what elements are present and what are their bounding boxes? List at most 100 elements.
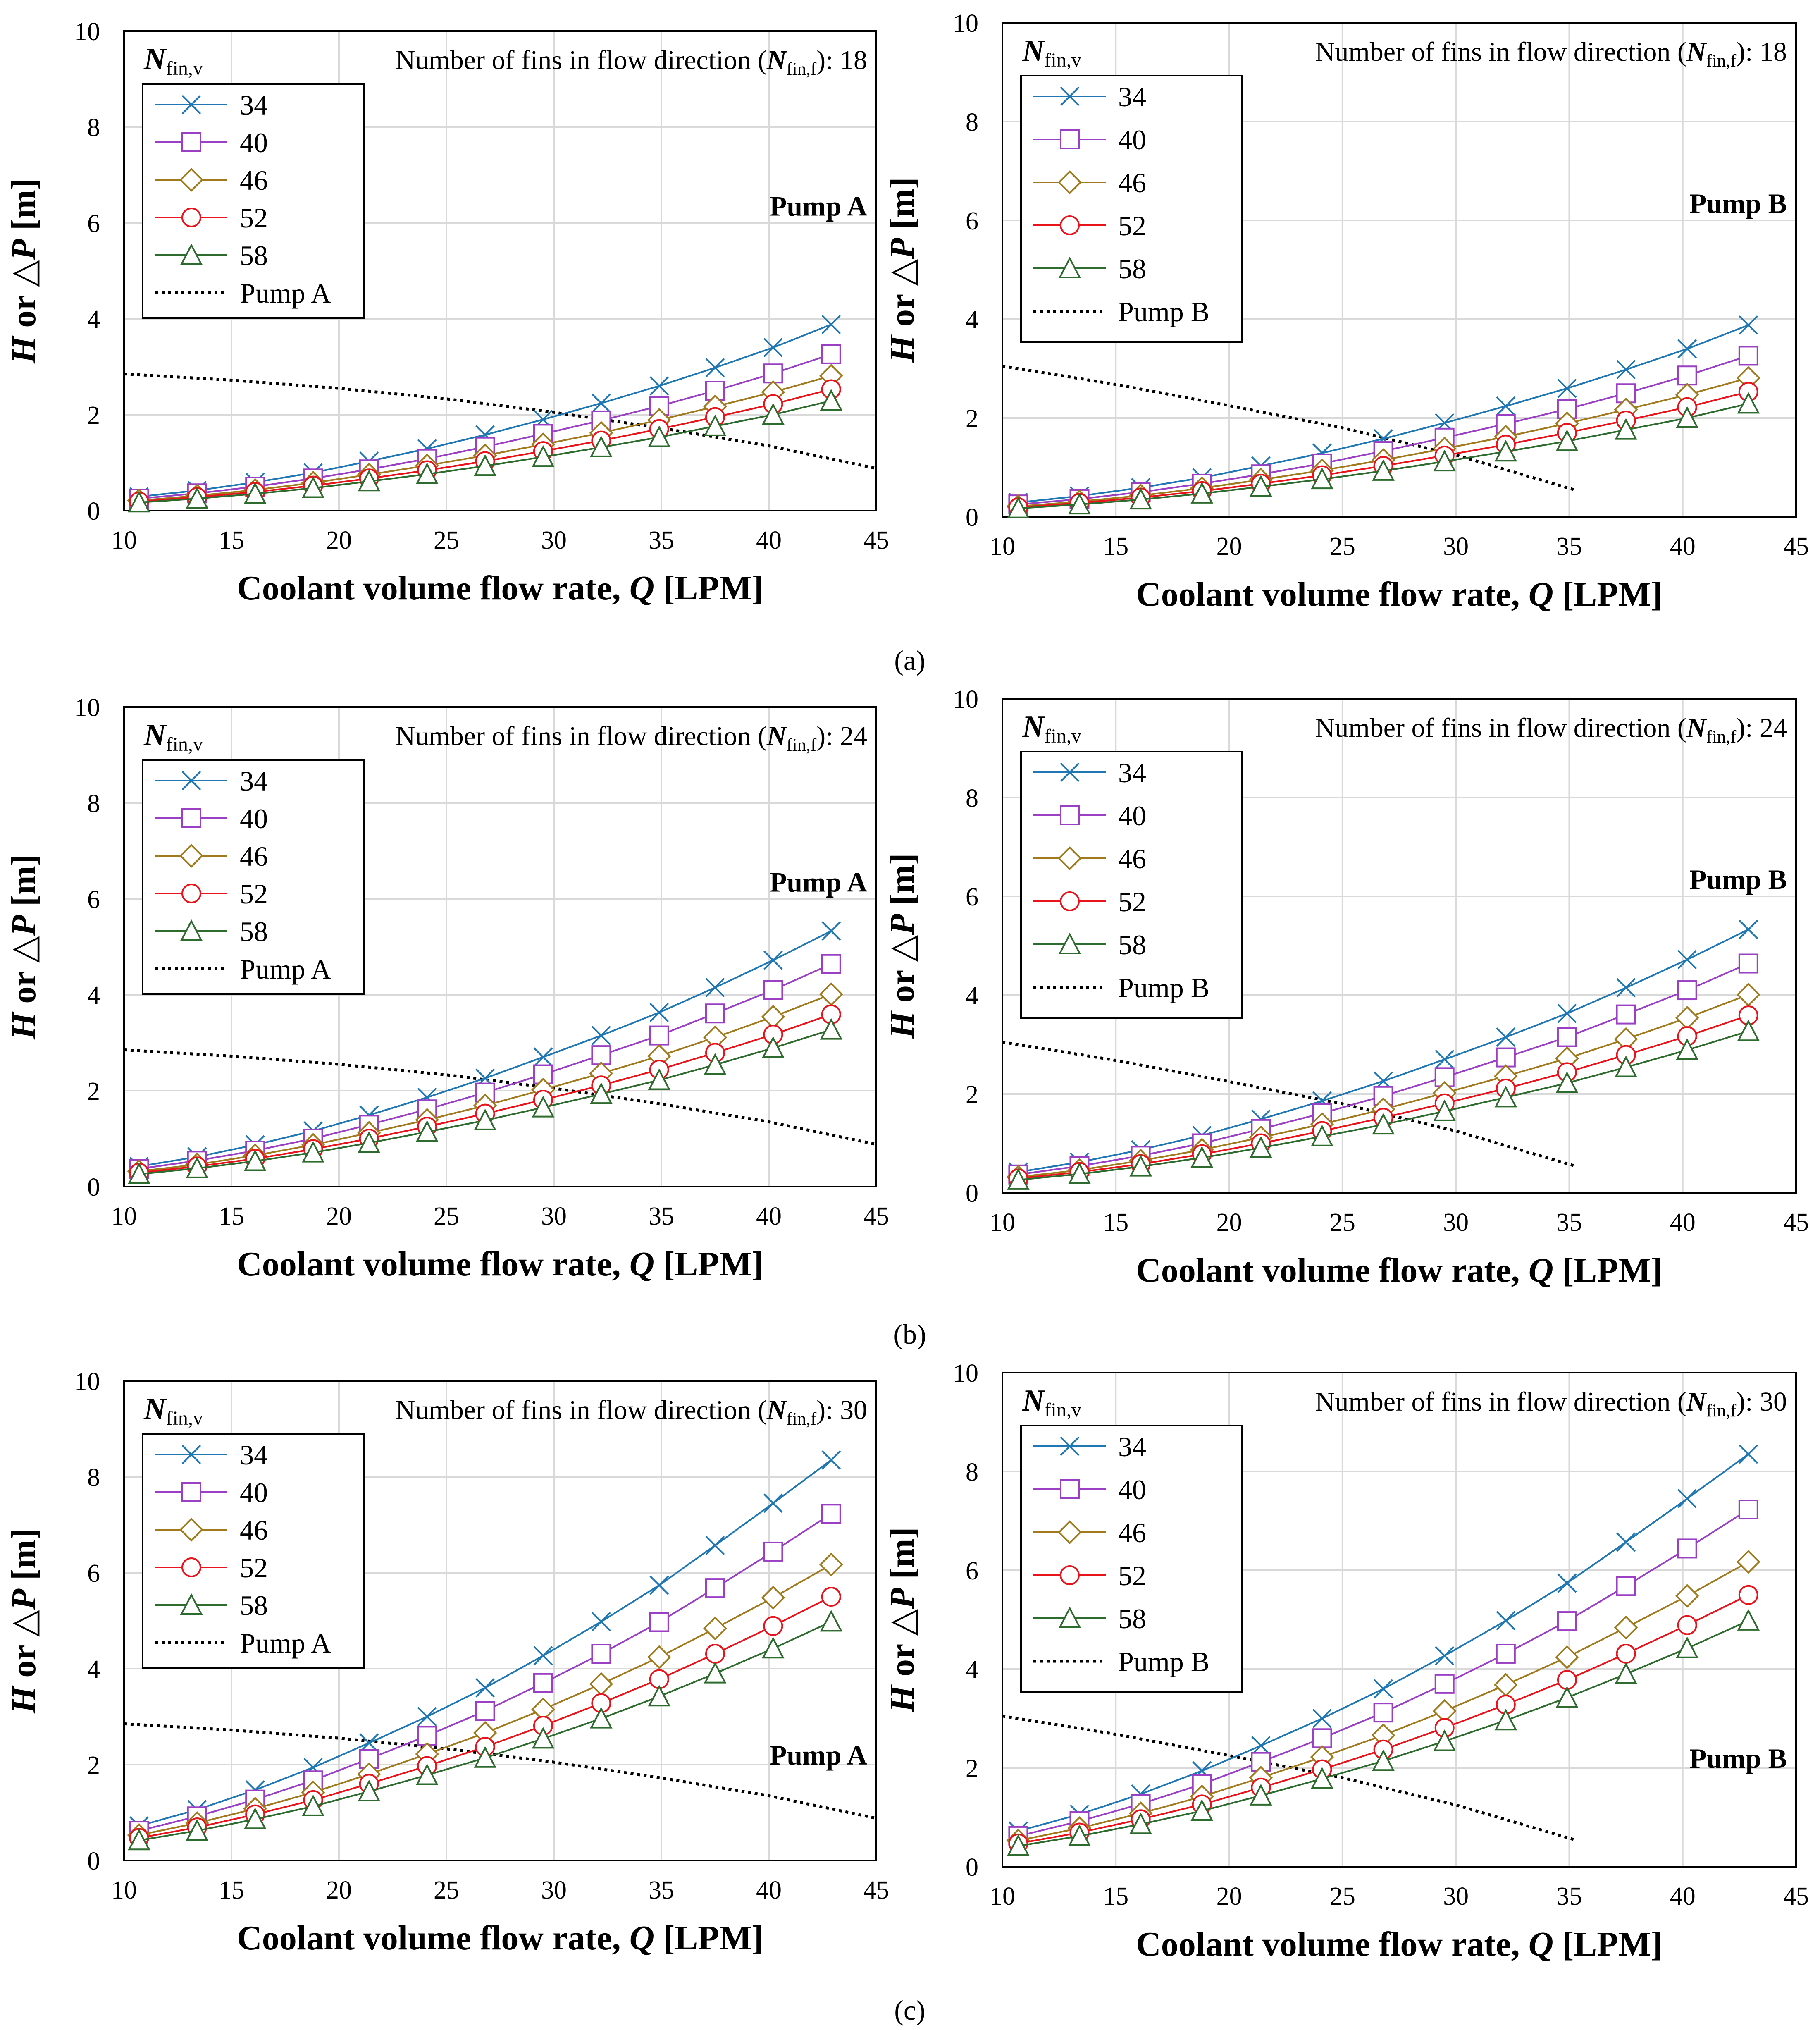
series-58-point — [1190, 1146, 1214, 1168]
x-tick-label: 40 — [1670, 533, 1696, 561]
series-58-point — [762, 1636, 785, 1659]
x-tick-label: 25 — [1330, 1208, 1355, 1237]
x-axis-label-text: Coolant volume flow rate, — [237, 1245, 630, 1283]
legend-title: Nfin,v — [143, 1392, 203, 1429]
text-part-subscript: fin,f — [1706, 727, 1737, 747]
y-axis-label-text: or △ — [883, 259, 921, 335]
series-40-point — [1557, 1027, 1577, 1047]
x-tick-label: 35 — [649, 1876, 674, 1904]
x-tick-label: 10 — [111, 526, 137, 554]
y-axis-label-text: or △ — [5, 1610, 43, 1686]
series-34-point — [1496, 1027, 1516, 1047]
pump-label: Pump B — [1689, 1743, 1787, 1774]
series-58-point — [1311, 1767, 1333, 1789]
legend-marker-40 — [181, 132, 201, 152]
series-58-point — [128, 1828, 150, 1851]
legend-box — [142, 759, 365, 995]
legend-label-46: 46 — [240, 841, 268, 872]
legend-label-58: 58 — [1118, 253, 1146, 284]
legend-label-40: 40 — [1118, 800, 1146, 831]
x-tick-label: 30 — [1443, 1882, 1469, 1911]
x-tick-label: 40 — [756, 1876, 782, 1904]
x-tick-label: 20 — [326, 526, 352, 554]
series-58-point — [1615, 418, 1637, 440]
series-34-point — [1557, 1573, 1577, 1593]
series-58-point — [415, 1763, 439, 1785]
legend-label-40: 40 — [240, 127, 268, 158]
x-axis-label: Coolant volume flow rate, Q [LPM] — [1136, 1925, 1663, 1963]
x-tick-label: 15 — [1103, 1882, 1128, 1911]
series-58-point — [1737, 392, 1760, 414]
y-tick-label: 0 — [966, 1180, 978, 1208]
x-tick-label: 35 — [1556, 1208, 1582, 1237]
series-40-point — [1738, 953, 1758, 974]
series-40-point — [1496, 1047, 1516, 1068]
x-axis-label-unit: [LPM] — [1553, 575, 1663, 614]
x-tick-label: 15 — [219, 526, 244, 554]
series-40-point — [705, 1578, 725, 1598]
series-34-point — [1312, 1709, 1332, 1728]
text-part-symbol: N — [1022, 710, 1045, 744]
legend-label-46: 46 — [1118, 843, 1146, 874]
panel-label-c: (c) — [894, 1994, 925, 2026]
y-axis-label-text: or △ — [5, 260, 43, 337]
x-axis-label-text: Coolant volume flow rate, — [1136, 575, 1529, 614]
series-58-point — [590, 1082, 613, 1104]
series-40-point — [1738, 1500, 1758, 1520]
series-40-point — [649, 1025, 669, 1046]
series-40-point — [591, 1644, 611, 1664]
series-58-point — [1737, 1609, 1760, 1631]
y-tick-label: 0 — [87, 1847, 100, 1875]
series-58-point — [590, 435, 613, 457]
series-58 — [128, 389, 843, 513]
y-tick-label: 8 — [87, 790, 100, 818]
series-58-point — [704, 414, 727, 436]
legend-label-34: 34 — [1118, 757, 1146, 788]
legend-title: Nfin,v — [1022, 1384, 1082, 1421]
series-58-point — [186, 1819, 209, 1841]
x-axis-label-unit: [LPM] — [654, 569, 763, 607]
series-34-point — [1435, 1646, 1455, 1666]
series-34-point — [1616, 360, 1636, 380]
y-axis-label-symbol-h: H — [5, 1685, 43, 1714]
y-tick-label: 2 — [966, 405, 978, 433]
legend-label-46: 46 — [1118, 1517, 1146, 1548]
legend-label-52: 52 — [240, 878, 268, 910]
y-axis-label-text: or △ — [883, 935, 921, 1011]
x-tick-label: 15 — [1103, 533, 1128, 561]
legend-marker-52 — [1060, 1565, 1080, 1585]
series-34-point — [821, 315, 841, 334]
x-tick-label: 20 — [1217, 1208, 1242, 1237]
legend-label-pump: Pump A — [240, 1627, 331, 1659]
x-tick-label: 45 — [863, 526, 889, 554]
x-tick-label: 35 — [649, 1202, 674, 1230]
x-tick-label: 45 — [863, 1202, 889, 1230]
series-46-point — [703, 1616, 727, 1641]
legend-label-58: 58 — [240, 1590, 268, 1621]
legend-marker-58 — [1058, 256, 1081, 278]
legend-label-pump: Pump A — [240, 953, 331, 985]
y-tick-label: 4 — [87, 982, 100, 1010]
series-40-point — [763, 980, 783, 1000]
series-40-point — [649, 1612, 669, 1632]
series-52-point — [1616, 1643, 1636, 1664]
series-34-point — [1557, 378, 1577, 398]
legend-label-40: 40 — [240, 1477, 268, 1508]
x-axis-label: Coolant volume flow rate, Q [LPM] — [237, 1919, 763, 1957]
y-tick-label: 4 — [87, 306, 100, 334]
legend-label-58: 58 — [1118, 929, 1146, 960]
series-58-point — [1250, 475, 1272, 497]
y-axis-label-symbol-h: H — [883, 1010, 921, 1039]
text-part-symbol: N — [1686, 1387, 1707, 1417]
legend-label-40: 40 — [1118, 124, 1146, 155]
series-58-point — [1555, 1686, 1579, 1708]
series-58-point — [128, 1162, 150, 1184]
legend-marker-40 — [1060, 1479, 1080, 1499]
x-tick-label: 10 — [990, 1208, 1015, 1237]
legend-label-40: 40 — [240, 803, 268, 834]
series-40-point — [705, 1003, 725, 1024]
